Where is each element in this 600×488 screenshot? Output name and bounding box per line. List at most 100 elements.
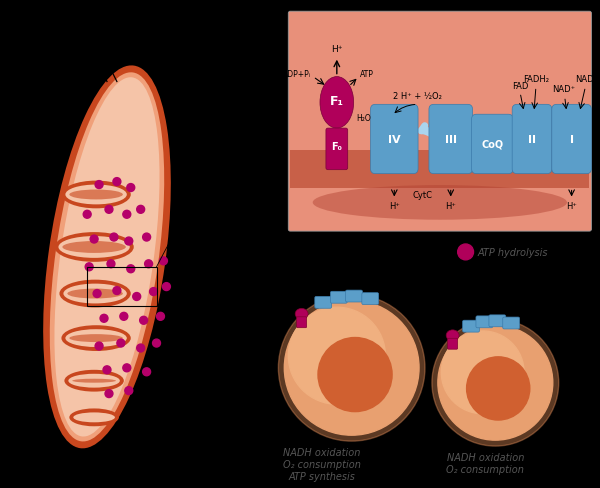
Text: NADH: NADH xyxy=(575,75,600,84)
Ellipse shape xyxy=(67,289,123,299)
Circle shape xyxy=(125,238,133,245)
FancyBboxPatch shape xyxy=(489,315,506,327)
Ellipse shape xyxy=(55,233,134,262)
Ellipse shape xyxy=(70,190,123,200)
Ellipse shape xyxy=(61,181,131,209)
Circle shape xyxy=(123,211,131,219)
FancyBboxPatch shape xyxy=(463,321,479,332)
Ellipse shape xyxy=(70,334,123,343)
Circle shape xyxy=(93,290,101,298)
Circle shape xyxy=(137,345,145,352)
Circle shape xyxy=(107,260,115,268)
Circle shape xyxy=(95,343,103,350)
Ellipse shape xyxy=(295,309,308,320)
FancyBboxPatch shape xyxy=(326,129,348,170)
Circle shape xyxy=(137,206,145,214)
Circle shape xyxy=(95,181,103,189)
Circle shape xyxy=(90,236,98,244)
Circle shape xyxy=(140,317,148,325)
Circle shape xyxy=(438,325,553,440)
FancyBboxPatch shape xyxy=(362,293,379,305)
Circle shape xyxy=(110,234,118,242)
FancyBboxPatch shape xyxy=(512,105,552,174)
FancyBboxPatch shape xyxy=(472,115,513,174)
Circle shape xyxy=(133,293,140,301)
Ellipse shape xyxy=(70,408,119,427)
Ellipse shape xyxy=(313,185,567,220)
Circle shape xyxy=(467,357,530,420)
Ellipse shape xyxy=(59,280,131,308)
Text: CytC: CytC xyxy=(413,190,433,199)
Circle shape xyxy=(123,364,131,372)
Circle shape xyxy=(143,368,151,376)
Text: F₀: F₀ xyxy=(331,142,342,152)
FancyBboxPatch shape xyxy=(371,105,418,174)
Circle shape xyxy=(458,244,473,260)
Circle shape xyxy=(83,211,91,219)
Ellipse shape xyxy=(446,330,459,341)
Ellipse shape xyxy=(58,237,130,258)
Text: ATP hydrolysis: ATP hydrolysis xyxy=(478,247,548,257)
FancyBboxPatch shape xyxy=(448,339,458,349)
FancyBboxPatch shape xyxy=(552,105,592,174)
Circle shape xyxy=(125,387,133,395)
Circle shape xyxy=(113,178,121,186)
Ellipse shape xyxy=(65,329,127,347)
Circle shape xyxy=(117,339,125,347)
Circle shape xyxy=(143,234,151,242)
Circle shape xyxy=(278,295,425,441)
Circle shape xyxy=(289,307,385,405)
Text: FAD: FAD xyxy=(512,82,528,91)
Circle shape xyxy=(157,313,164,321)
Ellipse shape xyxy=(50,73,164,442)
Ellipse shape xyxy=(64,284,127,304)
Text: H₂O: H₂O xyxy=(356,113,371,122)
Circle shape xyxy=(163,283,170,291)
FancyBboxPatch shape xyxy=(503,317,520,329)
Circle shape xyxy=(103,366,111,374)
Ellipse shape xyxy=(64,370,124,392)
Text: ATP synthesis: ATP synthesis xyxy=(289,471,355,481)
Text: ATP: ATP xyxy=(359,70,373,79)
Text: NADH oxidation: NADH oxidation xyxy=(447,452,524,462)
Text: FADH₂: FADH₂ xyxy=(523,75,549,84)
FancyBboxPatch shape xyxy=(476,316,493,328)
Text: IV: IV xyxy=(388,135,401,144)
Text: H⁺: H⁺ xyxy=(331,45,343,54)
FancyBboxPatch shape xyxy=(315,297,332,308)
Ellipse shape xyxy=(43,66,171,448)
Text: II: II xyxy=(528,135,536,144)
Circle shape xyxy=(145,260,152,268)
Text: NAD⁺: NAD⁺ xyxy=(552,85,575,94)
Ellipse shape xyxy=(55,78,160,437)
Text: NADH oxidation: NADH oxidation xyxy=(283,447,361,457)
Text: ADP+Pᵢ: ADP+Pᵢ xyxy=(283,70,311,79)
Text: I: I xyxy=(569,135,574,144)
Text: F₁: F₁ xyxy=(330,95,344,108)
Circle shape xyxy=(152,339,160,347)
Circle shape xyxy=(318,338,392,412)
FancyBboxPatch shape xyxy=(429,105,473,174)
Circle shape xyxy=(113,287,121,295)
Text: H⁺: H⁺ xyxy=(566,202,577,211)
Circle shape xyxy=(85,264,93,271)
Ellipse shape xyxy=(73,412,115,423)
Circle shape xyxy=(149,288,158,296)
Circle shape xyxy=(120,313,128,321)
FancyBboxPatch shape xyxy=(296,317,307,328)
Text: H⁺: H⁺ xyxy=(389,202,400,211)
Circle shape xyxy=(105,206,113,214)
Ellipse shape xyxy=(65,185,127,205)
Circle shape xyxy=(160,257,167,265)
FancyBboxPatch shape xyxy=(331,292,347,304)
Text: CoQ: CoQ xyxy=(481,140,503,150)
FancyBboxPatch shape xyxy=(346,290,362,303)
Circle shape xyxy=(105,390,113,398)
Text: H⁺: H⁺ xyxy=(445,202,456,211)
Ellipse shape xyxy=(320,78,353,129)
Circle shape xyxy=(127,265,135,273)
Text: III: III xyxy=(445,135,457,144)
Bar xyxy=(290,151,589,188)
Ellipse shape xyxy=(68,374,120,388)
Circle shape xyxy=(127,184,135,192)
